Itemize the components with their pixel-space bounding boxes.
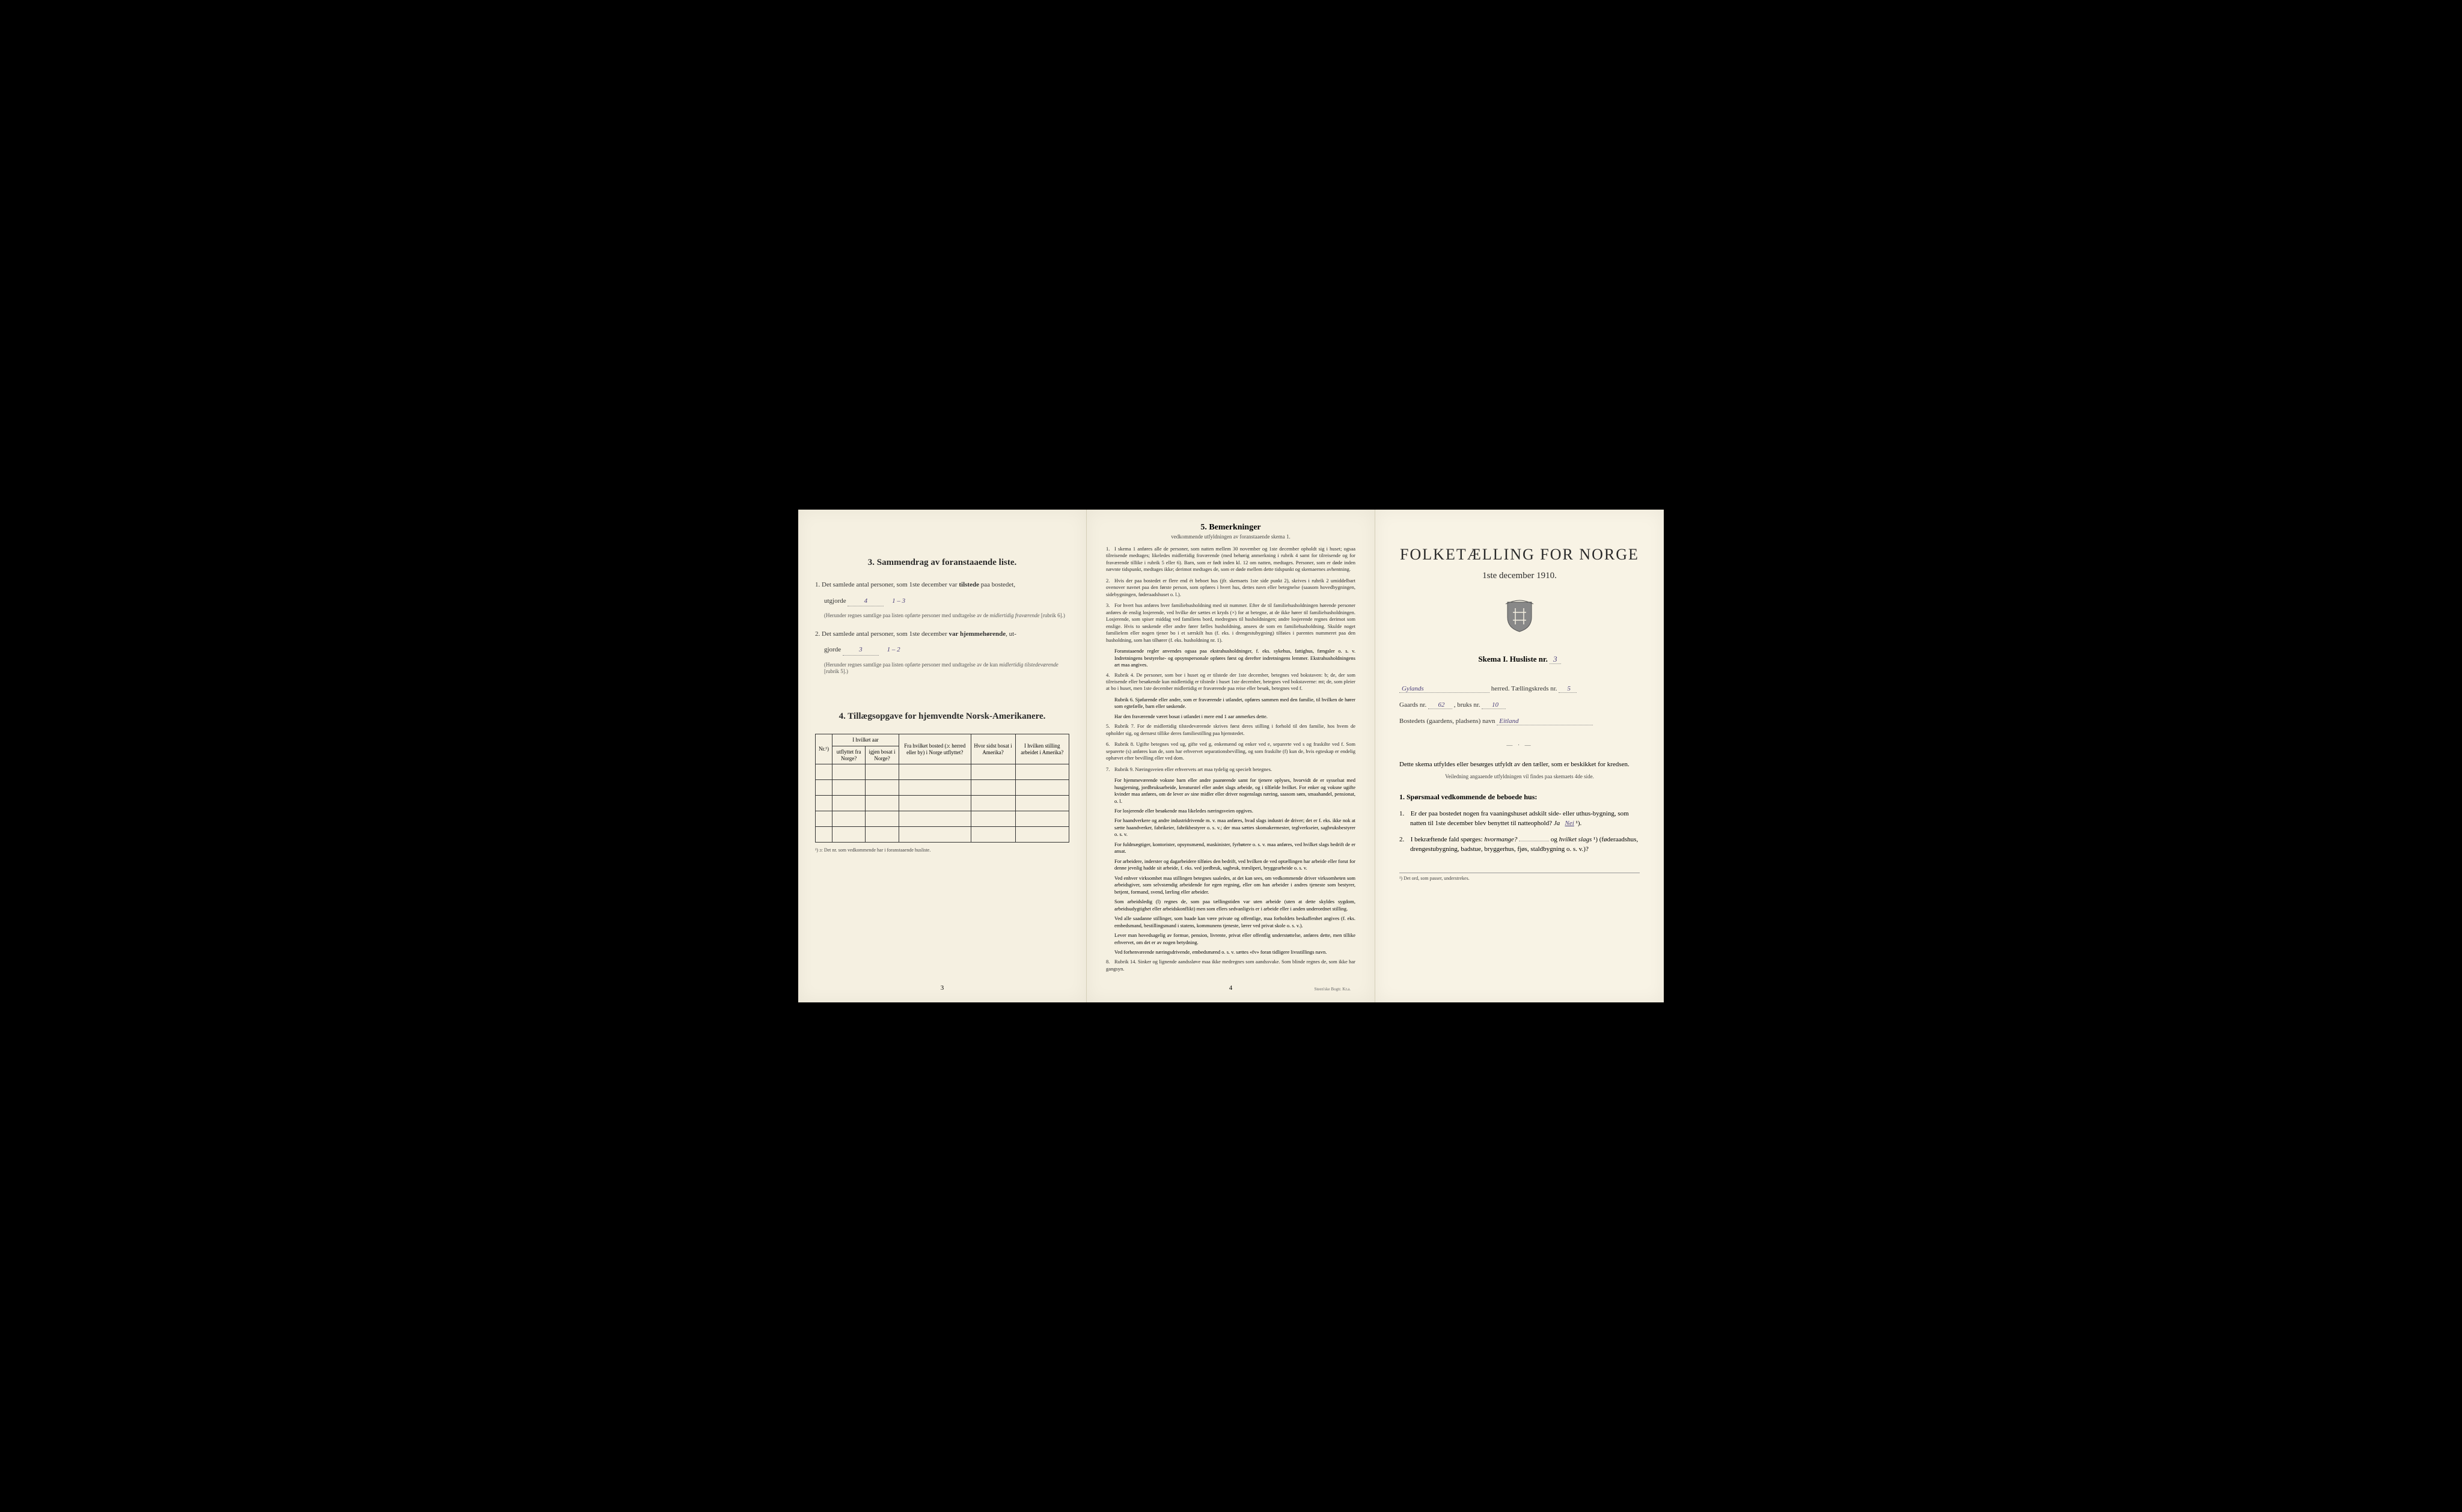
page-3-cover: FOLKETÆLLING FOR NORGE 1ste december 191… xyxy=(1375,510,1664,1002)
question-2: 2. I bekræftende fald spørges: hvormange… xyxy=(1410,835,1640,855)
note-1: (Herunder regnes samtlige paa listen opf… xyxy=(824,612,1069,620)
remark-item: 5.Rubrik 7. For de midlertidig tilstedev… xyxy=(1106,723,1355,737)
remark-item: For arbeidere, inderster og dagarbeidere… xyxy=(1114,858,1355,872)
kreds-nr: 5 xyxy=(1559,685,1577,693)
item-2: 2. Det samlede antal personer, som 1ste … xyxy=(815,629,1069,639)
col-bosted: Fra hvilket bosted (ɔ: herred eller by) … xyxy=(899,734,971,764)
remark-item: Ved forhenværende næringsdrivende, embed… xyxy=(1114,949,1355,956)
remark-item: Rubrik 6. Sjøfarende eller andre, som er… xyxy=(1114,697,1355,710)
answer-nei-selected: Nei xyxy=(1565,820,1574,827)
section-3-heading: 3. Sammendrag av foranstaaende liste. xyxy=(815,558,1069,568)
remark-item: 6.Rubrik 8. Ugifte betegnes ved ug, gift… xyxy=(1106,741,1355,761)
remark-item: 8.Rubrik 14. Sinker og lignende aandsslø… xyxy=(1106,959,1355,972)
norsk-amerikanere-table: Nr.¹) I hvilket aar Fra hvilket bosted (… xyxy=(815,734,1069,843)
remark-item: Har den fraværende været bosat i utlande… xyxy=(1114,713,1355,720)
question-heading: 1. Spørsmaal vedkommende de beboede hus: xyxy=(1399,793,1640,802)
husliste-nr: 3 xyxy=(1550,654,1561,664)
tilstede-count: 4 xyxy=(848,596,884,607)
page-number: 3 xyxy=(941,984,944,992)
remark-item: For haandverkere og andre industridriven… xyxy=(1114,817,1355,838)
table-footnote: ¹) ɔ: Det nr. som vedkommende har i fora… xyxy=(815,847,1069,853)
utgjorde-2: gjorde 3 1 – 2 xyxy=(824,645,1069,656)
col-stilling: I hvilken stilling arbeidet i Amerika? xyxy=(1015,734,1069,764)
subtitle: 1ste december 1910. xyxy=(1399,571,1640,581)
printer-credit: Steen'ske Bogtr. Kr.a. xyxy=(1314,987,1351,992)
col-nr: Nr.¹) xyxy=(816,734,832,764)
bosted-value: Eitland xyxy=(1497,718,1593,725)
col-aar-span: I hvilket aar xyxy=(832,734,899,746)
note-2: (Herunder regnes samtlige paa listen opf… xyxy=(824,662,1069,675)
col-amerika: Hvor sidst bosat i Amerika? xyxy=(971,734,1015,764)
bosted-line: Bostedets (gaardens, pladsens) navn Eitl… xyxy=(1399,718,1640,725)
table-row xyxy=(816,827,1069,843)
remark-item: 1.I skema 1 anføres alle de personer, so… xyxy=(1106,546,1355,573)
page-2: 5. Bemerkninger vedkommende utfyldningen… xyxy=(1087,510,1375,1002)
remark-item: Ved enhver virksomhet maa stillingen bet… xyxy=(1114,875,1355,895)
section-5-heading: 5. Bemerkninger xyxy=(1106,523,1355,532)
remark-item: Ved alle saadanne stillinger, som baade … xyxy=(1114,915,1355,929)
question-1: 1. Er der paa bostedet nogen fra vaaning… xyxy=(1410,809,1640,829)
tilstede-range: 1 – 3 xyxy=(892,597,905,605)
page-1: 3. Sammendrag av foranstaaende liste. 1.… xyxy=(798,510,1087,1002)
remark-item: For losjerende eller besøkende maa likel… xyxy=(1114,808,1355,814)
intro-text: Dette skema utfyldes eller besørges utfy… xyxy=(1399,760,1640,770)
census-document: 3. Sammendrag av foranstaaende liste. 1.… xyxy=(798,510,1664,1002)
remark-item: Foranstaaende regler anvendes ogsaa paa … xyxy=(1114,648,1355,668)
section-5-subheading: vedkommende utfyldningen av foranstaaend… xyxy=(1106,534,1355,540)
coat-of-arms-icon xyxy=(1399,599,1640,639)
intro-guidance: Veiledning angaaende utfyldningen vil fi… xyxy=(1399,773,1640,779)
table-body xyxy=(816,764,1069,843)
herred-line: Gylands herred. Tællingskreds nr. 5 xyxy=(1399,685,1640,693)
remark-item: 2.Hvis der paa bostedet er flere end ét … xyxy=(1106,578,1355,598)
item-1: 1. Det samlede antal personer, som 1ste … xyxy=(815,580,1069,590)
remark-item: Lever man hovedsagelig av formue, pensio… xyxy=(1114,932,1355,946)
gaards-line: Gaards nr. 62 , bruks nr. 10 xyxy=(1399,701,1640,709)
bruks-nr: 10 xyxy=(1482,701,1506,709)
table-row xyxy=(816,780,1069,796)
section-4-heading: 4. Tillægsopgave for hjemvendte Norsk-Am… xyxy=(815,712,1069,722)
remark-item: 3.For hvert hus anføres hver familiehush… xyxy=(1106,602,1355,644)
answer-ja: Ja xyxy=(1554,820,1560,827)
table-row xyxy=(816,764,1069,780)
remark-item: For fuldmægtiger, kontorister, opsynsmæn… xyxy=(1114,841,1355,855)
table-row xyxy=(816,811,1069,827)
remark-item: 4.Rubrik 4. De personer, som bor i huset… xyxy=(1106,672,1355,692)
page-number: 4 xyxy=(1229,984,1233,992)
footnote: ¹) Det ord, som passer, understrekes. xyxy=(1399,873,1640,881)
table-row xyxy=(816,796,1069,811)
skema-line: Skema I. Husliste nr. 3 xyxy=(1399,654,1640,664)
decorative-divider: — · — xyxy=(1399,742,1640,749)
utgjorde-1: utgjorde 4 1 – 3 xyxy=(824,596,1069,607)
remark-item: 7.Rubrik 9. Næringsveien eller erhvervet… xyxy=(1106,766,1355,773)
remark-item: Som arbeidsledig (l) regnes de, som paa … xyxy=(1114,898,1355,912)
remarks-list: 1.I skema 1 anføres alle de personer, so… xyxy=(1106,546,1355,972)
col-utflyttet: utflyttet fra Norge? xyxy=(832,746,866,764)
hjemmehorende-count: 3 xyxy=(843,645,879,656)
col-igjen: igjen bosat i Norge? xyxy=(866,746,899,764)
herred-value: Gylands xyxy=(1399,685,1489,693)
main-title: FOLKETÆLLING FOR NORGE xyxy=(1399,546,1640,564)
hjemmehorende-range: 1 – 2 xyxy=(887,646,900,653)
remark-item: For hjemmeværende voksne barn eller andr… xyxy=(1114,777,1355,805)
gaards-nr: 62 xyxy=(1428,701,1452,709)
